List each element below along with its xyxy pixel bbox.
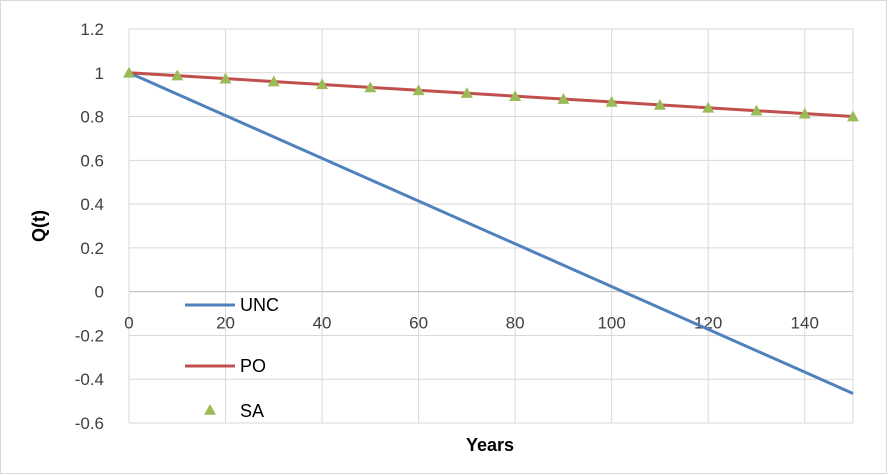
legend-label-sa: SA bbox=[240, 401, 264, 421]
series-marker-sa bbox=[364, 81, 377, 93]
series-group bbox=[123, 66, 859, 395]
y-tick-label: 0.6 bbox=[80, 151, 104, 170]
y-tick-label: 1.2 bbox=[80, 20, 104, 39]
series-marker-sa bbox=[702, 101, 715, 113]
x-tick-label: 120 bbox=[694, 314, 722, 333]
y-tick-label: -0.6 bbox=[75, 414, 104, 433]
x-tick-label: 0 bbox=[124, 314, 133, 333]
y-tick-label: 1 bbox=[95, 64, 104, 83]
y-axis-title: Q(t) bbox=[29, 210, 49, 242]
series-marker-sa bbox=[171, 69, 184, 81]
x-tick-label: 100 bbox=[597, 314, 625, 333]
series-marker-sa bbox=[750, 104, 763, 116]
series-marker-sa bbox=[605, 95, 618, 107]
x-tick-label: 60 bbox=[409, 314, 428, 333]
series-marker-sa bbox=[412, 84, 425, 96]
legend-swatch-sa bbox=[204, 404, 216, 415]
y-tick-label: -0.2 bbox=[75, 326, 104, 345]
series-marker-sa bbox=[509, 90, 522, 101]
y-tick-label: 0 bbox=[95, 283, 104, 302]
series-marker-sa bbox=[316, 78, 329, 90]
y-tick-label: -0.4 bbox=[75, 370, 104, 389]
x-tick-label: 40 bbox=[313, 314, 332, 333]
series-line-po bbox=[128, 71, 854, 119]
x-axis-title: Years bbox=[466, 435, 514, 455]
x-tick-label: 140 bbox=[791, 314, 819, 333]
legend-label-unc: UNC bbox=[240, 295, 279, 315]
series-marker-sa bbox=[653, 98, 666, 110]
legend-label-po: PO bbox=[240, 356, 266, 376]
series-marker-sa bbox=[798, 107, 811, 119]
x-tick-label: 80 bbox=[506, 314, 525, 333]
grid bbox=[128, 28, 854, 424]
series-line-unc bbox=[128, 71, 854, 395]
x-tick-label: 20 bbox=[216, 314, 235, 333]
series-marker-sa bbox=[557, 93, 570, 104]
series-marker-sa bbox=[123, 66, 135, 78]
series-marker-sa bbox=[460, 87, 473, 98]
y-tick-labels: -0.6 -0.4 -0.2 0 0.2 0.4 0.6 0.8 1 1.2 bbox=[75, 20, 104, 433]
x-tick-labels: 0 20 40 60 80 100 120 140 bbox=[124, 314, 819, 333]
series-marker-sa bbox=[267, 75, 280, 87]
y-tick-label: 0.2 bbox=[80, 239, 104, 258]
y-tick-label: 0.4 bbox=[80, 195, 104, 214]
y-tick-label: 0.8 bbox=[80, 108, 104, 127]
series-marker-sa bbox=[219, 72, 232, 84]
series-marker-sa bbox=[847, 110, 859, 122]
legend: UNC PO SA bbox=[185, 295, 279, 421]
